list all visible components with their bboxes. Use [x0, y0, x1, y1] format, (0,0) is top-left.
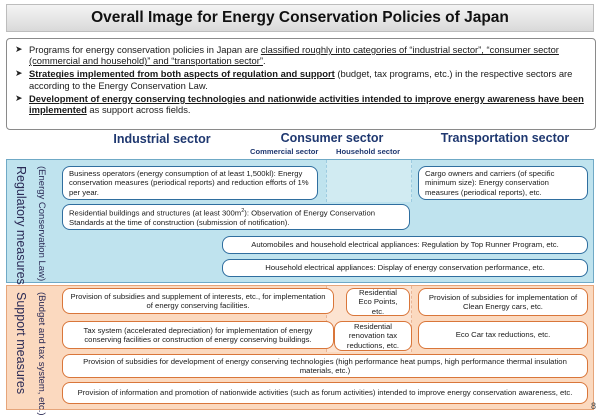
support-row-label: Support measures — [14, 292, 28, 395]
intro-line-1-underlined: classified roughly into categories of “i… — [29, 44, 559, 67]
subsidies-facilities-box: Provision of subsidies and supplement of… — [62, 288, 334, 314]
regulatory-row-label: Regulatory measures — [14, 166, 28, 285]
eco-points-box: Residential Eco Points, etc. — [346, 288, 410, 316]
page-number: 8 — [590, 401, 596, 411]
residential-buildings-box: Residential buildings and structures (at… — [62, 204, 410, 230]
support-row-sublabel: (Budget and tax system, etc.) — [36, 292, 47, 415]
display-performance-box: Household electrical appliances: Display… — [222, 259, 588, 277]
renovation-tax-box: Residential renovation tax reductions, e… — [334, 321, 412, 351]
column-head-consumer: Consumer sector — [280, 131, 384, 145]
intro-line-2-text: (budget, tax programs, etc.) in the resp… — [29, 68, 573, 91]
business-operators-box: Business operators (energy consumption o… — [62, 166, 318, 200]
nationwide-activities-box: Provision of information and promotion o… — [62, 382, 588, 404]
tax-system-box: Tax system (accelerated depreciation) fo… — [62, 321, 334, 349]
intro-line-3: ➤ Development of energy conserving techn… — [15, 93, 587, 115]
column-head-industrial: Industrial sector — [113, 132, 211, 146]
intro-line-2-underlined: Strategies implemented from both aspects… — [29, 68, 335, 80]
arrow-bullet-icon: ➤ — [15, 92, 23, 103]
intro-line-1: ➤ Programs for energy conservation polic… — [15, 44, 587, 66]
arrow-bullet-icon: ➤ — [15, 44, 23, 54]
residential-buildings-text: Residential buildings and structures (at… — [69, 208, 376, 227]
intro-box: ➤ Programs for energy conservation polic… — [6, 38, 596, 130]
column-head-transportation: Transportation sector — [440, 131, 570, 145]
intro-line-3-underlined: Development of energy conserving technol… — [29, 92, 584, 116]
page-title: Overall Image for Energy Conservation Po… — [6, 4, 594, 32]
intro-line-1-text-b: . — [262, 55, 266, 67]
top-runner-box: Automobiles and household electrical app… — [222, 236, 588, 254]
column-head-household: Household sector — [336, 147, 401, 156]
cargo-owners-box: Cargo owners and carriers (of specific m… — [418, 166, 588, 200]
intro-line-1-text-a: Programs for energy conservation policie… — [29, 44, 261, 55]
arrow-bullet-icon: ➤ — [15, 68, 23, 79]
intro-line-2: ➤ Strategies implemented from both aspec… — [15, 68, 587, 90]
regulatory-row-sublabel: (Energy Conservation Law) — [36, 166, 47, 282]
regulatory-household-column — [326, 160, 412, 202]
eco-car-box: Eco Car tax reductions, etc. — [418, 321, 588, 349]
intro-line-3-text: as support across fields. — [86, 104, 191, 116]
clean-energy-box: Provision of subsidies for implementatio… — [418, 288, 588, 316]
tech-development-box: Provision of subsidies for development o… — [62, 354, 588, 378]
column-head-commercial: Commercial sector — [250, 147, 319, 156]
